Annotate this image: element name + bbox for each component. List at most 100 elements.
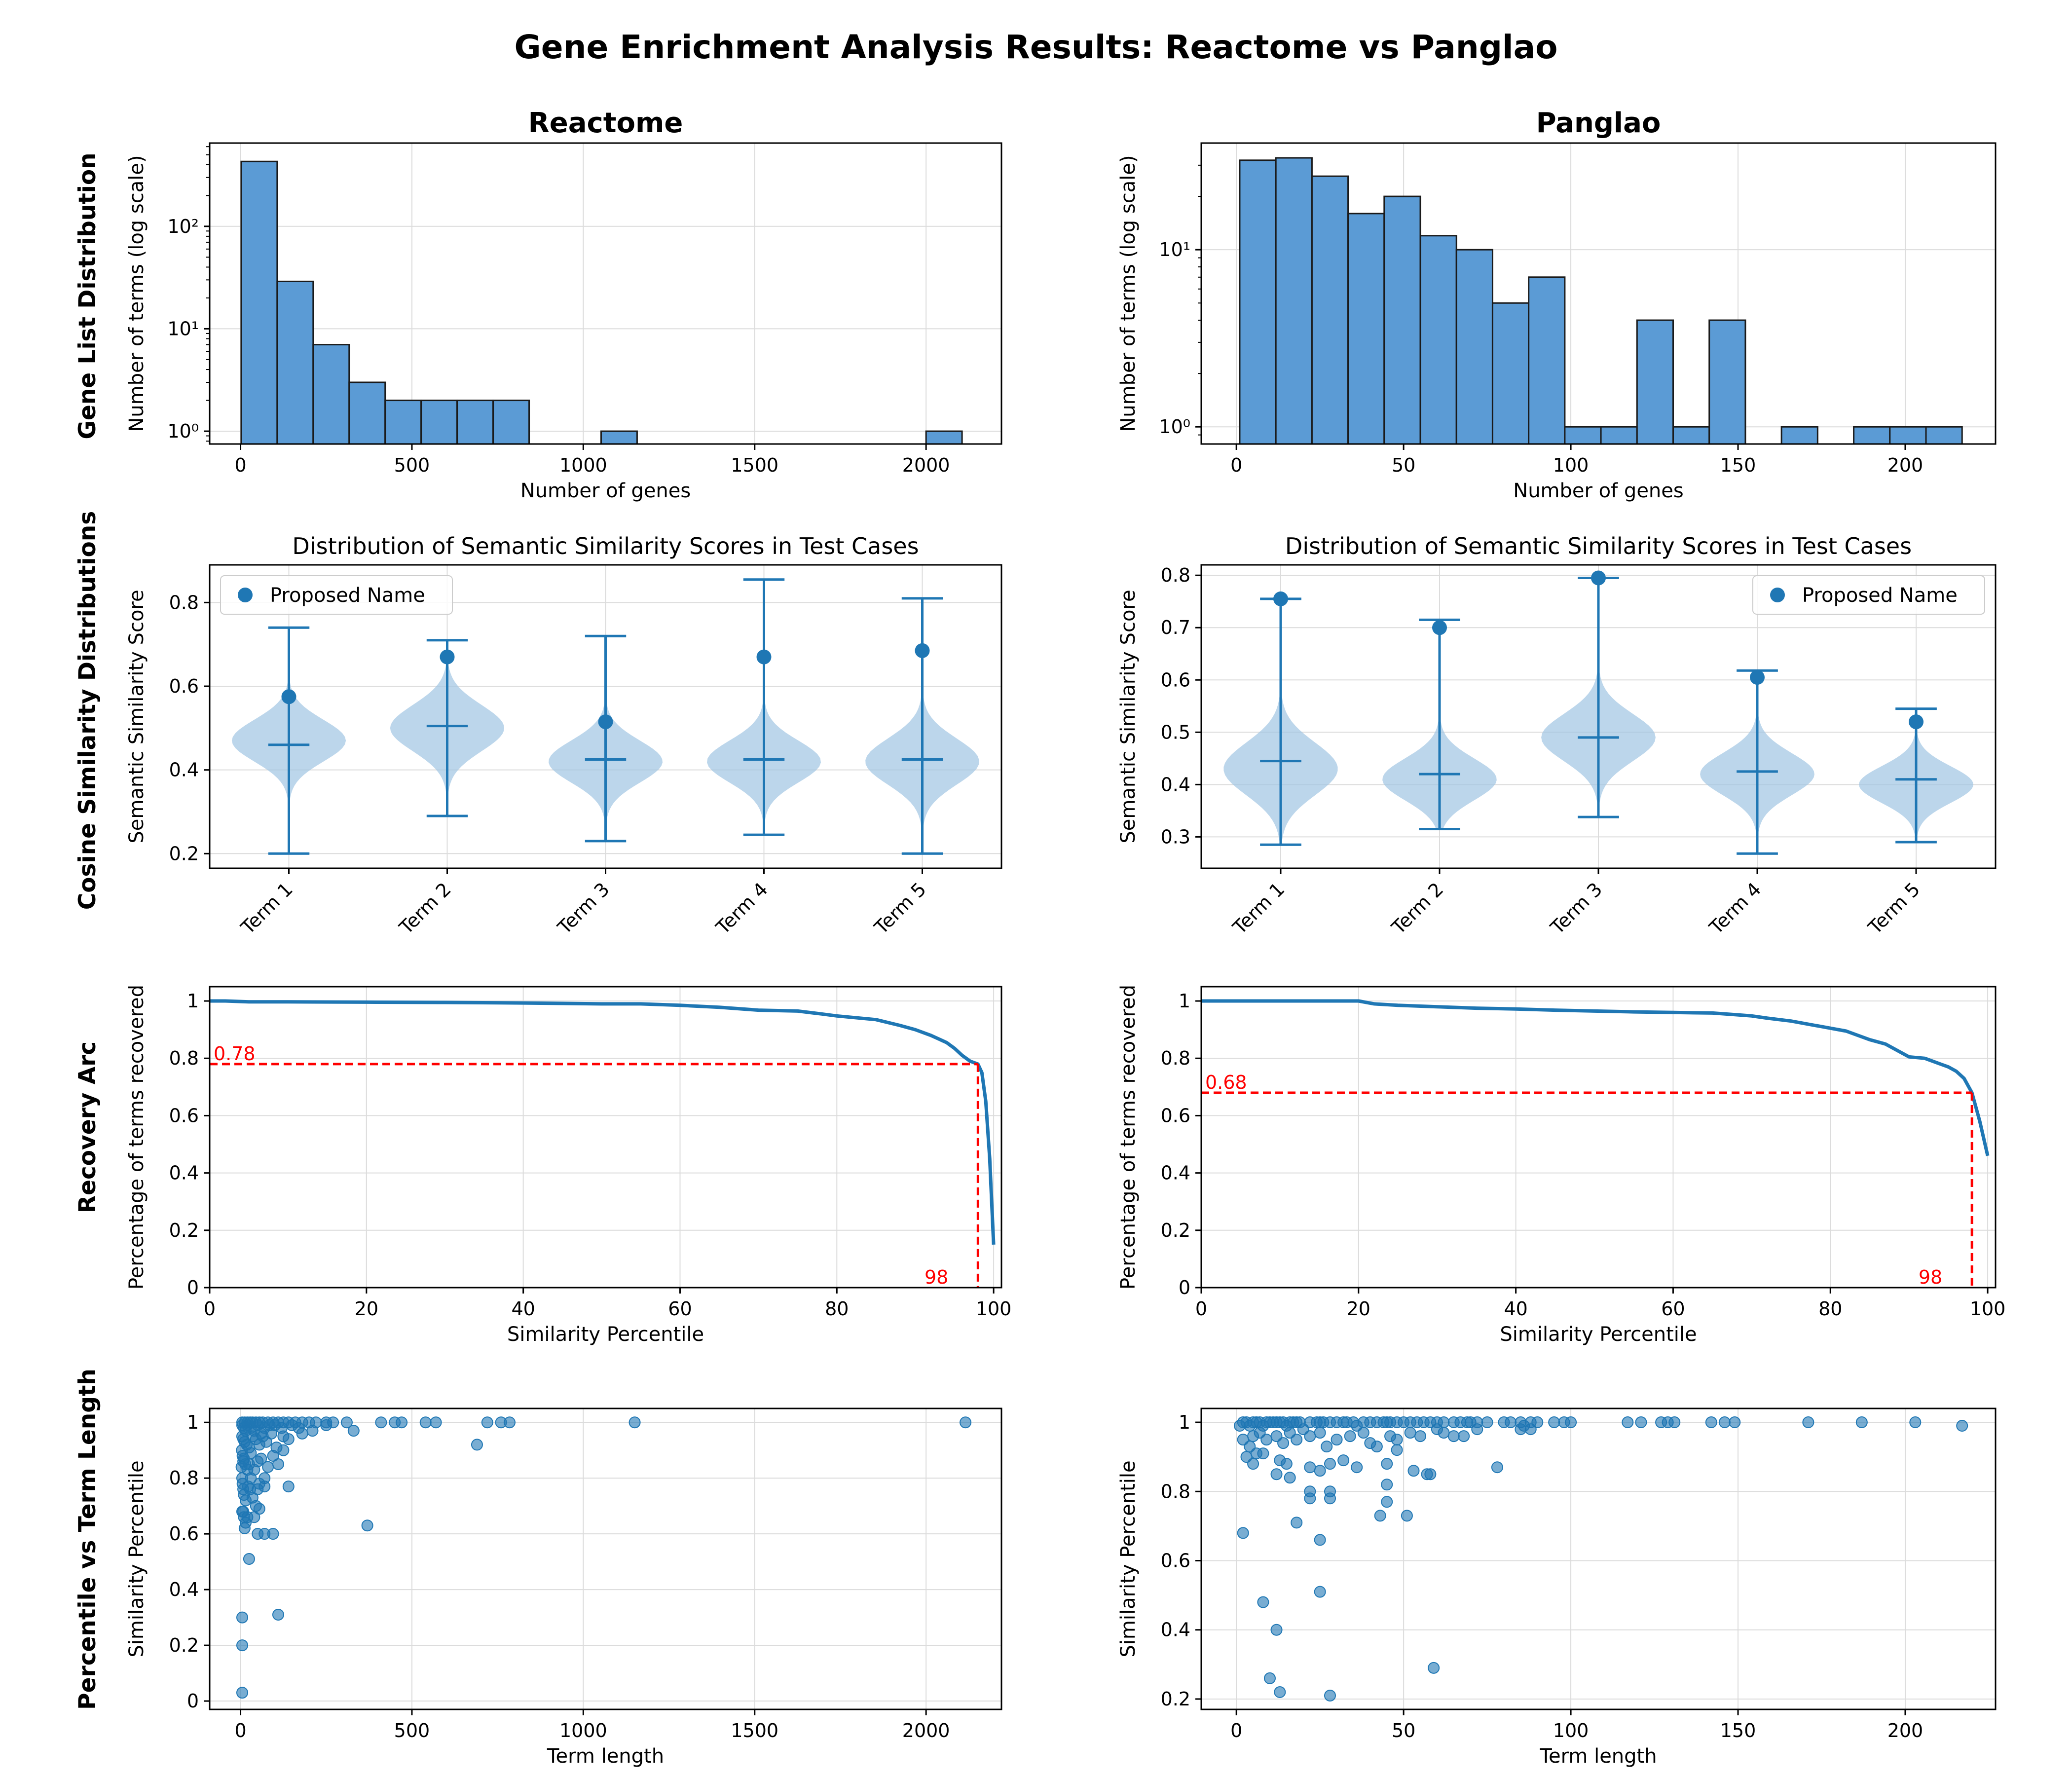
- scatter-point: [347, 1425, 360, 1437]
- scatter-point: [471, 1439, 483, 1451]
- histogram-bar: [600, 430, 638, 444]
- y-tick-label: 0: [1179, 1277, 1190, 1298]
- y-tick-label: 0.2: [169, 1634, 199, 1656]
- scatter-point: [1515, 1423, 1527, 1436]
- y-tick-label: 0.4: [1161, 774, 1190, 795]
- y-axis-label: Number of terms (log scale): [125, 155, 148, 432]
- axes-frame: [1200, 986, 1997, 1289]
- data-layer: [1239, 157, 1963, 444]
- scatter-point: [1391, 1444, 1403, 1456]
- reactome-histogram-panel: 10⁰ 10¹ 10² 0 500 1000 1500 2000 Number of genes…: [125, 107, 1002, 502]
- y-axis-label: Similarity Percentile: [1117, 1460, 1140, 1657]
- scatter-point: [1284, 1472, 1296, 1484]
- x-tick-label: 200: [1887, 454, 1924, 476]
- x-tick-label: 200: [1887, 1720, 1924, 1741]
- x-tick-label: 0: [1230, 454, 1242, 476]
- scatter-point: [1370, 1441, 1383, 1453]
- x-tick-label: 500: [394, 1720, 430, 1741]
- scatter-point: [1304, 1461, 1316, 1474]
- x-axis-label: Number of genes: [1513, 480, 1683, 502]
- scatter-point: [243, 1553, 255, 1565]
- row-label-percentile: Percentile vs Term Length: [74, 1369, 101, 1710]
- histogram-bar: [456, 400, 494, 444]
- histogram-bar: [1636, 319, 1674, 444]
- histogram-bar: [925, 430, 963, 444]
- x-tick-label: 2000: [902, 1720, 950, 1741]
- y-tick-label: 0.2: [169, 1220, 199, 1241]
- histogram-bar: [1780, 426, 1818, 444]
- scatter-point: [1270, 1468, 1283, 1480]
- axes-frame: [209, 1407, 1002, 1710]
- x-tick-label: 0: [1230, 1720, 1242, 1741]
- y-tick-label: 1: [1179, 1411, 1190, 1433]
- scatter-point: [1438, 1427, 1450, 1439]
- scatter-point: [503, 1416, 516, 1429]
- reactome-scatter-panel: 0 0.2 0.4 0.6 0.8 1 0 500 1000 1500 2000 Term lengt…: [125, 1407, 1002, 1768]
- x-tick-label: 100: [1970, 1298, 2006, 1320]
- y-tick-label: 10¹: [1159, 239, 1190, 260]
- scatter-point: [1855, 1416, 1868, 1429]
- scatter-point: [1401, 1510, 1413, 1522]
- scatter-point: [1729, 1416, 1741, 1429]
- y-tick-label: 10¹: [167, 318, 199, 339]
- y-tick-label: 0.7: [1161, 617, 1190, 638]
- y-tick-label: 0.4: [169, 759, 199, 781]
- y-tick-label: 1: [187, 990, 199, 1012]
- scatter-point: [1956, 1420, 1968, 1432]
- y-axis-label: Percentage of terms recovered: [1117, 985, 1140, 1290]
- x-tick-label: 100: [1553, 454, 1589, 476]
- x-tick-label: 0: [234, 1720, 246, 1741]
- scatter-point: [259, 1480, 271, 1493]
- x-tick-label-category: Term 2: [395, 878, 455, 939]
- y-tick-label: 0.4: [169, 1162, 199, 1184]
- data-layer: [1201, 999, 1990, 1288]
- x-tick-label: 100: [976, 1298, 1012, 1320]
- scatter-point: [1505, 1416, 1517, 1429]
- scatter-point: [1304, 1430, 1316, 1443]
- histogram-bar: [420, 400, 458, 444]
- y-tick-label: 0.6: [169, 1523, 199, 1545]
- proposed-name-marker: [1432, 620, 1447, 635]
- scatter-point: [1237, 1527, 1249, 1539]
- scatter-point: [1548, 1416, 1560, 1429]
- y-tick-label: 0.8: [1161, 1047, 1190, 1069]
- x-tick-label: 1000: [559, 1720, 607, 1741]
- scatter-point: [1331, 1434, 1343, 1446]
- scatter-point: [340, 1416, 353, 1429]
- x-axis-label: Number of genes: [520, 480, 691, 502]
- scatter-point: [1314, 1427, 1326, 1439]
- y-tick-label: 10⁰: [1159, 416, 1190, 438]
- scatter-point: [262, 1461, 274, 1473]
- scatter-point: [430, 1416, 442, 1429]
- x-tick-label: 50: [1392, 454, 1415, 476]
- histogram-bar: [1275, 157, 1313, 444]
- histogram-bar: [312, 344, 350, 444]
- x-tick-label: 150: [1720, 454, 1756, 476]
- scatter-point: [419, 1416, 432, 1429]
- y-tick-label: 0.8: [169, 1467, 199, 1489]
- x-tick-label: 20: [355, 1298, 378, 1320]
- scatter-point: [1381, 1479, 1393, 1491]
- scatter-point: [1344, 1430, 1356, 1443]
- scatter-point: [1314, 1465, 1326, 1477]
- histogram-bar: [1889, 426, 1927, 444]
- reference-y-label: 0.68: [1205, 1072, 1247, 1093]
- histogram-bar: [1311, 175, 1349, 444]
- scatter-point: [1314, 1534, 1326, 1546]
- histogram-bar: [240, 160, 278, 444]
- figure-title: Gene Enrichment Analysis Results: Reacto…: [515, 28, 1558, 66]
- scatter-point: [481, 1416, 493, 1429]
- panglao-histogram-panel: 10⁰ 10¹ 0 50 100 150 200 Number of genes Number …: [1117, 107, 1997, 502]
- scatter-point: [1381, 1458, 1393, 1470]
- y-axis-label: Percentage of terms recovered: [125, 985, 148, 1290]
- x-tick-label: 0: [204, 1298, 216, 1320]
- proposed-name-marker: [281, 689, 296, 704]
- histogram-bar: [276, 280, 314, 444]
- scatter-point: [1337, 1454, 1350, 1467]
- scatter-point: [1351, 1461, 1363, 1474]
- x-tick-label: 20: [1347, 1298, 1370, 1320]
- recovery-curve: [1201, 999, 1990, 1156]
- scatter-point: [1260, 1434, 1273, 1446]
- data-layer: [231, 578, 979, 855]
